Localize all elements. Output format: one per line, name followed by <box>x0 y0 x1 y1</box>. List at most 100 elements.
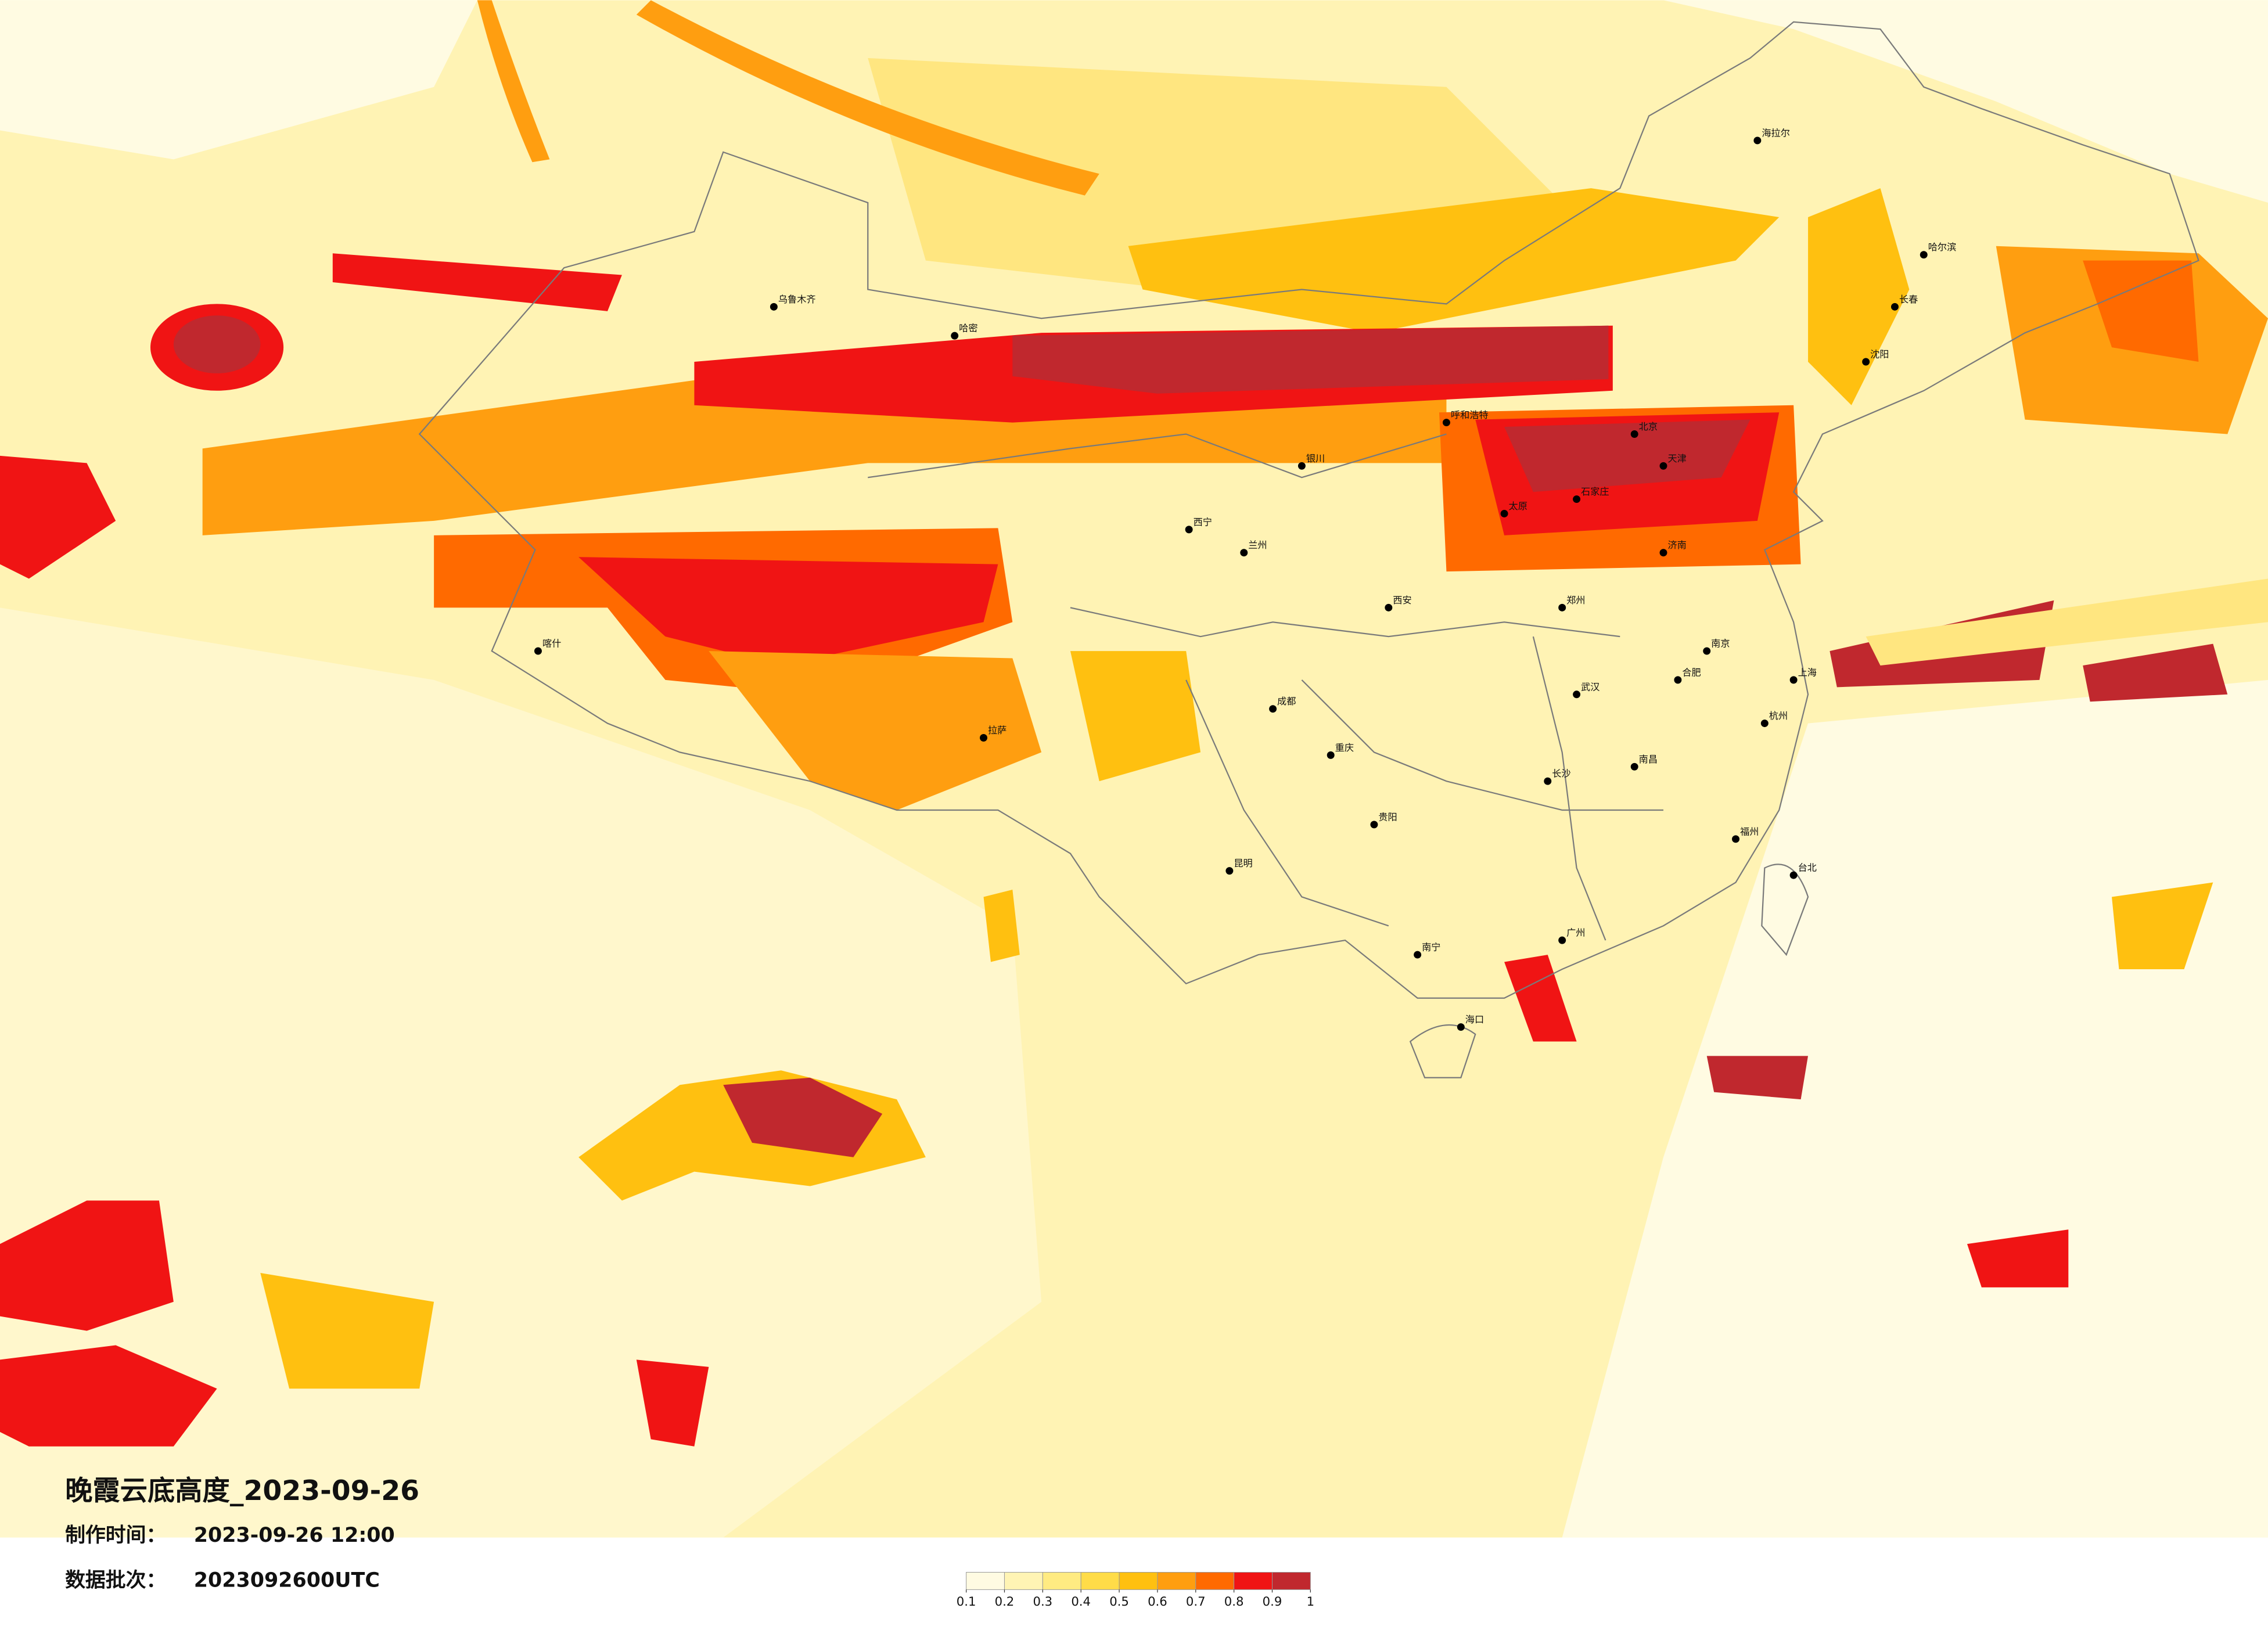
city-label: 天津 <box>1667 453 1686 464</box>
city-label: 合肥 <box>1682 667 1701 678</box>
city-label: 南昌 <box>1639 754 1658 765</box>
city-label: 哈密 <box>959 323 977 334</box>
city-label: 武汉 <box>1581 681 1600 692</box>
city-label: 沈阳 <box>1870 349 1889 360</box>
production-time-value: 2023-09-26 12:00 <box>194 1524 395 1547</box>
city-dot <box>1753 136 1762 145</box>
city-dot <box>1225 867 1234 875</box>
city-dot <box>1414 951 1422 959</box>
city-dot <box>1500 510 1508 517</box>
city-dot <box>1659 462 1667 470</box>
map-title: 晚霞云底高度_2023-09-26 <box>65 1475 419 1507</box>
city-label: 拉萨 <box>988 725 1007 736</box>
city-dot <box>1573 495 1581 503</box>
city-dot <box>1630 762 1638 771</box>
city-label: 济南 <box>1667 539 1686 551</box>
city-label: 杭州 <box>1769 710 1788 721</box>
city-dot <box>1544 777 1552 785</box>
city-label: 台北 <box>1798 862 1817 873</box>
city-dot <box>1385 603 1393 611</box>
city-label: 石家庄 <box>1581 486 1609 497</box>
city-label: 上海 <box>1798 667 1817 678</box>
city-label: 郑州 <box>1566 595 1585 606</box>
city-label: 广州 <box>1566 927 1585 938</box>
city-dot <box>1703 647 1711 655</box>
legend-tick-label: 0.7 <box>1186 1594 1206 1609</box>
city-label: 呼和浩特 <box>1451 409 1489 420</box>
city-dot <box>770 303 778 311</box>
city-dot <box>1920 251 1928 259</box>
legend-swatch <box>1080 1571 1120 1590</box>
legend-swatch <box>1271 1571 1311 1590</box>
city-dot <box>1442 419 1450 427</box>
city-label: 南京 <box>1711 638 1730 649</box>
city-label: 海口 <box>1465 1014 1484 1025</box>
city-dot <box>1789 676 1798 684</box>
boundaries <box>418 21 2199 1078</box>
legend-swatch <box>1157 1571 1196 1590</box>
legend-swatch <box>966 1571 1005 1590</box>
city-dot <box>534 647 542 655</box>
city-dot <box>1558 603 1566 611</box>
city-dot <box>980 734 987 742</box>
city-label: 昆明 <box>1234 858 1252 869</box>
city-label: 乌鲁木齐 <box>778 294 816 305</box>
city-dot <box>951 332 959 340</box>
city-label: 北京 <box>1639 421 1658 432</box>
city-label: 西宁 <box>1194 516 1212 527</box>
city-dot <box>1789 871 1798 879</box>
city-dot <box>1269 705 1277 713</box>
city-dot <box>1240 549 1248 557</box>
city-dot <box>1890 303 1899 311</box>
city-label: 重庆 <box>1335 742 1354 753</box>
legend-tick-label: 0.5 <box>1109 1594 1129 1609</box>
legend-tick-label: 0.4 <box>1071 1594 1091 1609</box>
city-label: 南宁 <box>1422 942 1440 953</box>
city-label: 兰州 <box>1248 539 1267 551</box>
city-label: 海拉尔 <box>1762 127 1790 138</box>
data-batch-label: 数据批次： <box>65 1569 166 1592</box>
legend-swatch <box>1234 1571 1273 1590</box>
city-dot <box>1185 526 1193 534</box>
city-label: 哈尔滨 <box>1928 242 1957 253</box>
city-dot <box>1297 462 1306 470</box>
legend-tick-label: 0.1 <box>957 1594 976 1609</box>
city-dot <box>1674 676 1682 684</box>
city-dot <box>1558 936 1566 944</box>
legend-swatch <box>1042 1571 1081 1590</box>
legend: 0.1 0.2 0.3 0.4 0.5 0.6 0.7 0.8 0.9 1 <box>957 1571 1314 1609</box>
city-label: 长春 <box>1899 294 1918 305</box>
city-dot <box>1370 821 1378 829</box>
legend-tick-label: 0.6 <box>1148 1594 1167 1609</box>
city-label: 贵阳 <box>1378 811 1397 822</box>
city-label: 喀什 <box>542 638 561 649</box>
legend-tick-label: 1 <box>1307 1594 1314 1609</box>
city-label: 长沙 <box>1552 768 1570 779</box>
legend-swatch <box>1119 1571 1158 1590</box>
production-time-label: 制作时间： <box>65 1524 166 1547</box>
legend-tick-label: 0.2 <box>995 1594 1015 1609</box>
legend-tick-label: 0.9 <box>1263 1594 1282 1609</box>
data-batch-value: 2023092600UTC <box>194 1569 380 1592</box>
legend-tick-label: 0.8 <box>1224 1594 1244 1609</box>
city-dot <box>1862 358 1870 366</box>
legend-swatch <box>1004 1571 1043 1590</box>
city-dot <box>1457 1023 1465 1031</box>
city-label: 西安 <box>1393 595 1411 606</box>
legend-swatch <box>1195 1571 1235 1590</box>
city-label: 太原 <box>1509 501 1527 512</box>
city-dot <box>1760 720 1769 728</box>
legend-tick-label: 0.3 <box>1033 1594 1052 1609</box>
cloud-field <box>0 0 2268 1538</box>
city-dot <box>1732 835 1739 843</box>
city-dot <box>1573 690 1581 699</box>
city-label: 银川 <box>1306 453 1325 464</box>
city-label: 成都 <box>1277 696 1296 707</box>
city-dot <box>1630 430 1638 438</box>
city-dot <box>1327 751 1335 759</box>
city-dot <box>1659 549 1667 557</box>
city-label: 福州 <box>1740 826 1759 837</box>
